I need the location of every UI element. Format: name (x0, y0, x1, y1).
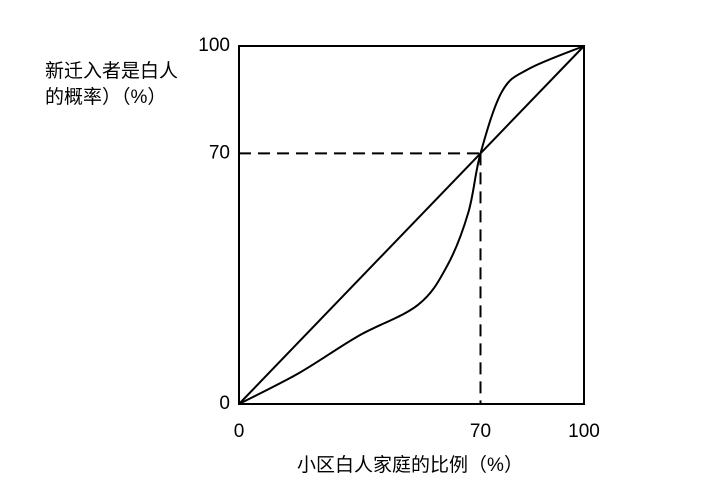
line-series (238, 45, 585, 405)
y-tick-label: 70 (209, 142, 230, 163)
y-axis-label: 的概率）（%） (45, 86, 166, 108)
x-tick-label: 70 (470, 421, 491, 442)
line-series (238, 45, 585, 405)
y-axis-label: 新迁入者是白人 (45, 60, 178, 82)
x-tick-label: 0 (234, 421, 245, 442)
x-axis-label: 小区白人家庭的比例（%） (297, 454, 523, 476)
plot-frame (238, 45, 585, 405)
x-tick-label: 100 (568, 421, 600, 442)
y-tick-label: 0 (219, 393, 230, 414)
y-tick-label: 100 (198, 35, 230, 56)
